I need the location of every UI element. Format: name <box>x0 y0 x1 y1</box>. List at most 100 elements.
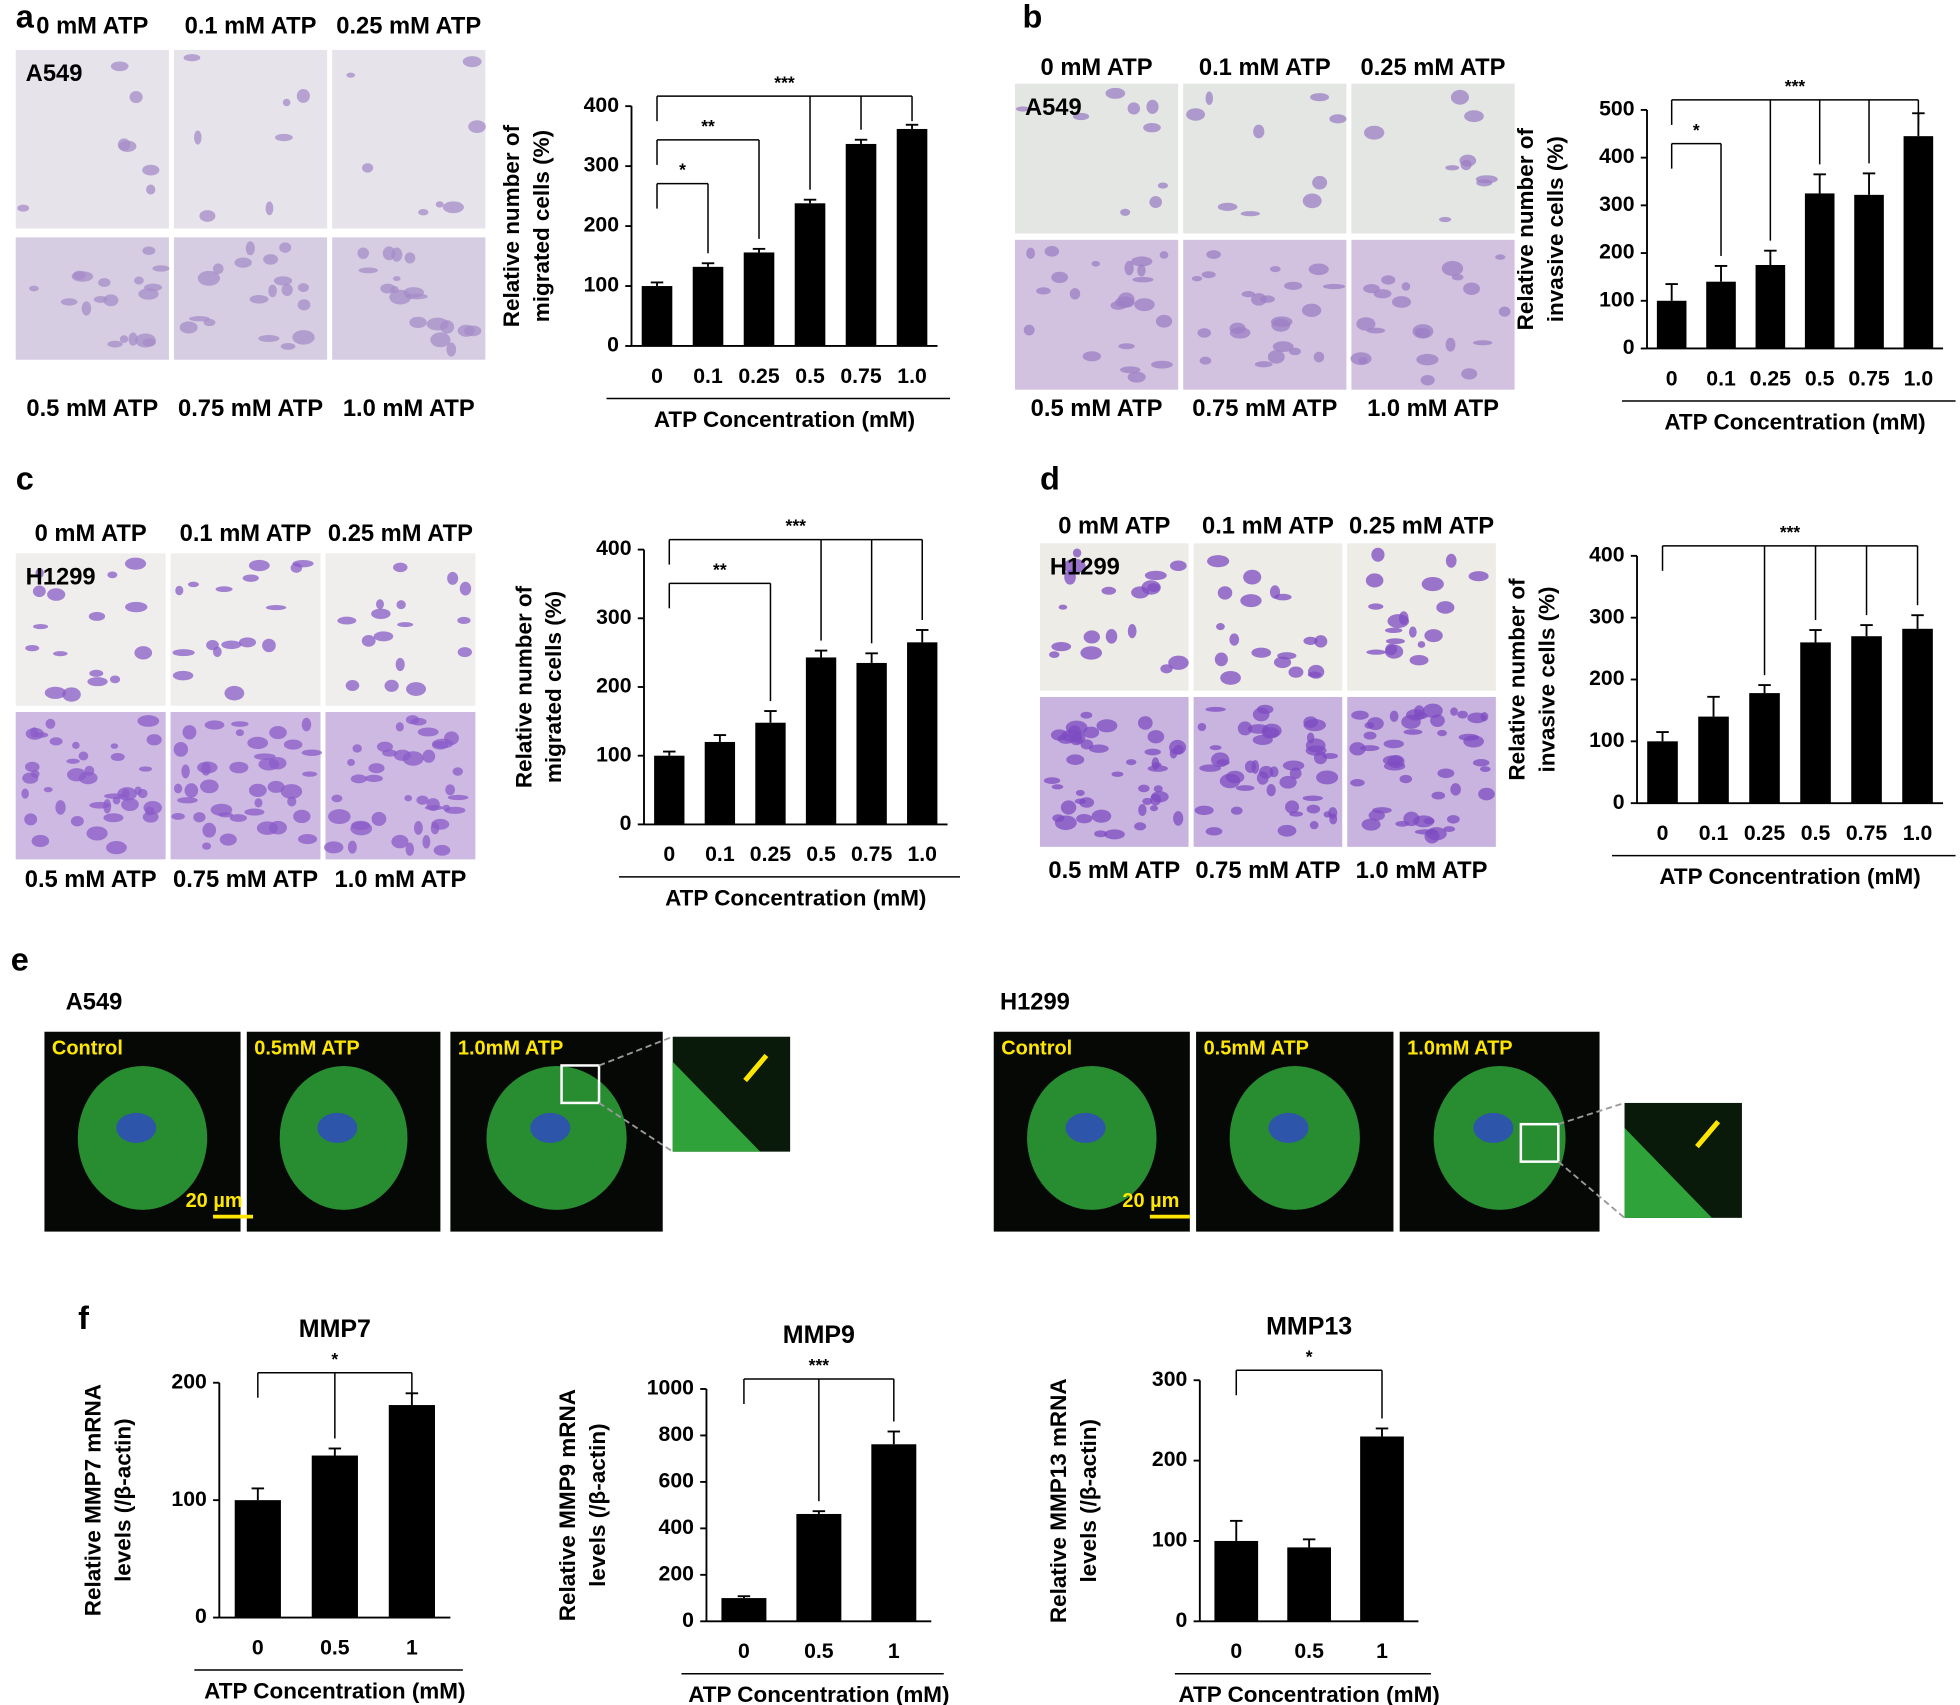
bar <box>1903 136 1934 349</box>
zoom-connector <box>598 1035 674 1067</box>
cell-blob <box>1120 366 1141 374</box>
cell-blob <box>109 675 121 684</box>
cell-blob <box>1480 712 1489 722</box>
cell-blob <box>1417 641 1426 648</box>
cell-blob <box>142 811 159 823</box>
cell-blob <box>1313 351 1325 363</box>
cell-blob <box>1120 208 1131 216</box>
condition-label: 1.0 mM ATP <box>335 867 467 893</box>
scale-label: 20 µm <box>186 1190 243 1212</box>
cell-blob <box>182 725 197 740</box>
cell-blob <box>229 814 247 822</box>
cell-blob <box>282 98 291 107</box>
bar <box>796 1513 842 1622</box>
y-axis-label: levels (/β-actin) <box>585 1423 610 1587</box>
cell-blob <box>418 209 429 216</box>
cell-blob <box>1366 327 1386 334</box>
cell-blob <box>72 741 80 749</box>
cell-blob <box>468 120 486 133</box>
cell-blob <box>88 611 106 621</box>
condition-label: 0.25 mM ATP <box>1349 513 1494 539</box>
cell-blob <box>1169 560 1187 572</box>
cell-blob <box>1214 652 1228 667</box>
micrograph <box>1351 239 1515 390</box>
condition-label: 0 mM ATP <box>35 521 147 547</box>
cell-blob <box>435 201 444 208</box>
cell-blob <box>244 808 265 816</box>
x-axis-label: ATP Concentration (mM) <box>204 1678 465 1703</box>
cell-blob <box>177 797 198 804</box>
scale-label: 20 µm <box>1122 1190 1179 1212</box>
cell-blob <box>1091 260 1101 267</box>
cell-blob <box>24 761 40 773</box>
cell-blob <box>1368 603 1384 610</box>
cell-blob <box>67 768 87 782</box>
cell-blob <box>1256 771 1269 785</box>
zoom-connector <box>598 1102 674 1153</box>
cell-blob <box>459 581 472 596</box>
zoom-connector <box>1557 1160 1626 1219</box>
bar <box>1804 193 1835 349</box>
cell-blob <box>391 834 409 849</box>
cell-blob <box>446 342 457 357</box>
cell-blob <box>135 333 156 348</box>
cell-blob <box>1144 570 1167 581</box>
cell-blob <box>117 787 137 801</box>
cell-blob <box>146 734 162 746</box>
cell-blob <box>371 608 391 619</box>
zoom-box <box>1519 1122 1560 1163</box>
cell-blob <box>1173 811 1184 826</box>
cell-blob <box>1437 729 1447 737</box>
cell-blob <box>206 640 219 651</box>
cell-blob <box>22 772 39 784</box>
x-tick-label: 0 <box>663 843 675 866</box>
cell-blob <box>221 640 242 650</box>
cell-blob <box>1262 723 1282 738</box>
cell-blob <box>1414 328 1423 337</box>
cell-blob <box>171 813 185 820</box>
y-tick-label: 100 <box>1589 729 1624 752</box>
cell-blob <box>1216 623 1225 631</box>
cell-blob <box>1219 773 1241 789</box>
y-tick-label: 300 <box>1599 193 1634 216</box>
cell-blob <box>173 741 189 757</box>
zoom-actin <box>1624 1127 1712 1218</box>
cell-blob <box>1060 800 1077 815</box>
cell-blob <box>1065 720 1088 735</box>
cell-blob <box>1104 829 1125 840</box>
cell-blob <box>1459 154 1477 167</box>
cell-blob <box>1101 586 1117 595</box>
cell-blob <box>143 801 162 815</box>
cell-blob <box>1303 636 1318 645</box>
cell-blob <box>1197 722 1207 732</box>
cell-blob <box>1072 112 1090 121</box>
cell-blob <box>406 682 427 696</box>
cell-blob <box>1266 784 1276 797</box>
cell-blob <box>1205 827 1223 836</box>
cell-blob <box>262 638 276 653</box>
x-tick-label: 0.5 <box>795 365 825 388</box>
cell-blob <box>1269 585 1281 599</box>
cell-blob <box>1241 291 1256 298</box>
y-tick-label: 0 <box>1623 336 1635 359</box>
cell-blob <box>179 321 198 334</box>
cell-blob <box>1199 764 1222 772</box>
cell-blob <box>107 340 123 348</box>
cell-blob <box>1044 246 1060 257</box>
y-axis-label: Relative number of <box>1504 578 1529 781</box>
cell-blob <box>395 722 404 732</box>
cell-blob <box>110 752 125 762</box>
cell-blob <box>258 335 280 343</box>
cell-blob <box>78 751 89 761</box>
cell-blob <box>1253 124 1265 139</box>
cell-blob <box>462 56 482 68</box>
cell-blob <box>1272 341 1294 353</box>
cell-blob <box>119 335 129 343</box>
cell-blob <box>442 201 464 214</box>
cell-blob <box>1094 830 1108 838</box>
panel-letter: d <box>1040 460 1060 496</box>
cell-blob <box>1450 89 1469 105</box>
cell-blob <box>1313 751 1328 765</box>
bar <box>907 642 938 825</box>
